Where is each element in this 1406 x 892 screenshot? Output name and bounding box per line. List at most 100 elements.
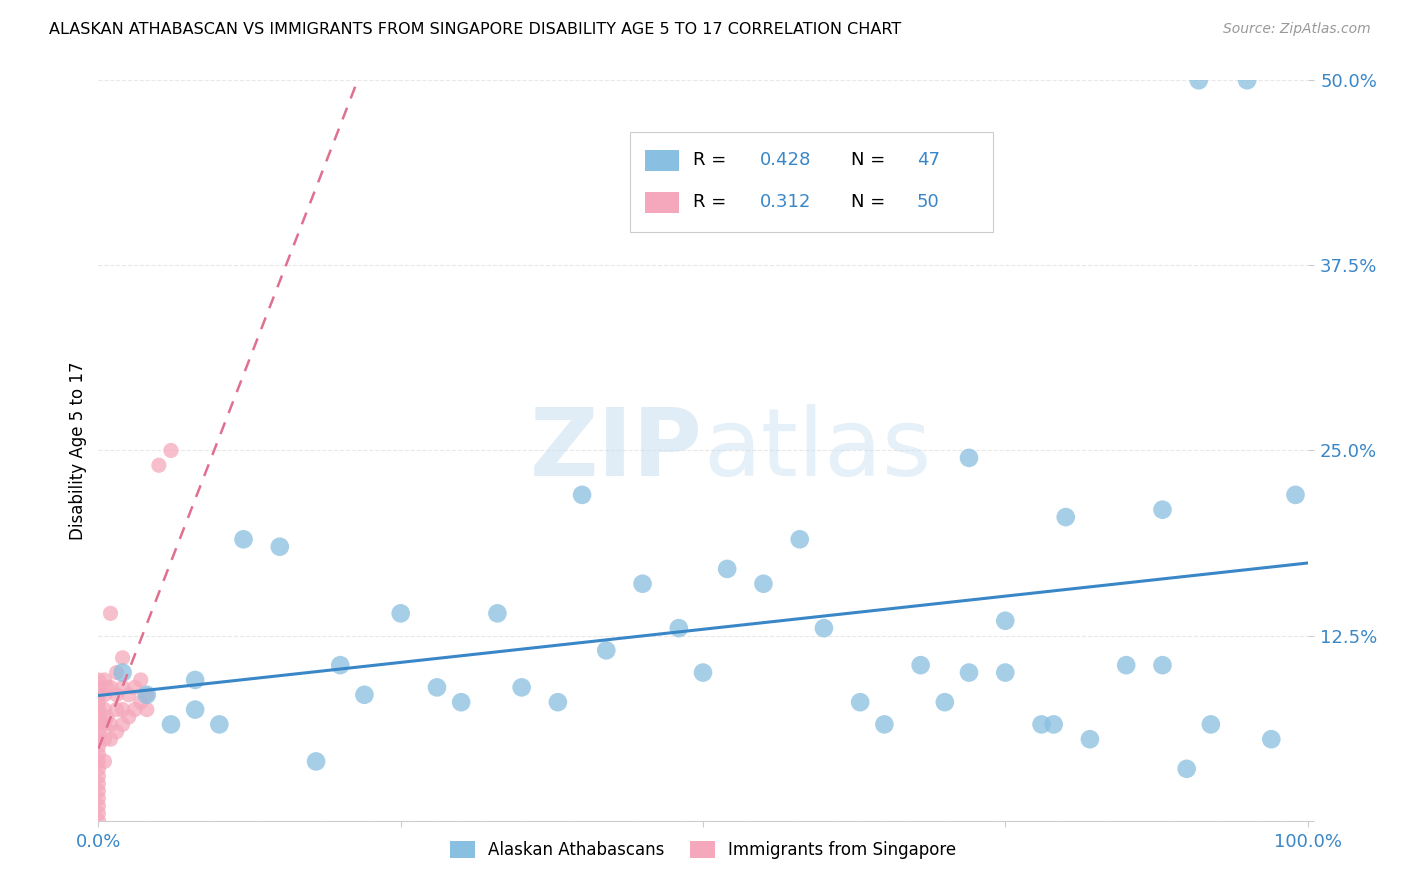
Point bbox=[184, 673, 207, 687]
Point bbox=[1078, 732, 1101, 747]
Point bbox=[105, 703, 128, 717]
Point bbox=[87, 681, 110, 695]
Text: N =: N = bbox=[851, 152, 890, 169]
Point bbox=[111, 665, 134, 680]
Point bbox=[1236, 73, 1258, 87]
Text: 47: 47 bbox=[917, 152, 941, 169]
Bar bbox=[645, 192, 679, 213]
Point bbox=[232, 533, 254, 547]
Point bbox=[87, 703, 110, 717]
Point bbox=[1115, 658, 1137, 673]
Point bbox=[87, 814, 110, 828]
Point bbox=[389, 607, 412, 621]
Point bbox=[160, 443, 183, 458]
Point bbox=[450, 695, 472, 709]
Point bbox=[93, 673, 115, 687]
Point bbox=[135, 688, 157, 702]
Point bbox=[305, 755, 328, 769]
Bar bbox=[645, 150, 679, 170]
Point bbox=[752, 576, 775, 591]
Point bbox=[1188, 73, 1211, 87]
Point bbox=[111, 681, 134, 695]
Point bbox=[1054, 510, 1077, 524]
Point bbox=[124, 681, 146, 695]
Point bbox=[135, 703, 157, 717]
Text: R =: R = bbox=[693, 152, 733, 169]
Point bbox=[93, 732, 115, 747]
Point bbox=[87, 673, 110, 687]
Point bbox=[118, 710, 141, 724]
Point bbox=[910, 658, 932, 673]
Point bbox=[148, 458, 170, 473]
Point bbox=[631, 576, 654, 591]
Point bbox=[111, 703, 134, 717]
Point bbox=[129, 695, 152, 709]
Point bbox=[957, 665, 980, 680]
Point bbox=[87, 762, 110, 776]
Point bbox=[87, 732, 110, 747]
Point bbox=[208, 717, 231, 731]
Point bbox=[96, 681, 118, 695]
Point bbox=[100, 717, 122, 731]
Point bbox=[135, 688, 157, 702]
Point bbox=[87, 776, 110, 791]
Point bbox=[96, 710, 118, 724]
Point bbox=[184, 703, 207, 717]
Point bbox=[849, 695, 872, 709]
Point bbox=[426, 681, 449, 695]
Text: atlas: atlas bbox=[703, 404, 931, 497]
FancyBboxPatch shape bbox=[630, 132, 993, 232]
Point bbox=[1152, 658, 1174, 673]
Point bbox=[1199, 717, 1222, 731]
Point bbox=[571, 488, 593, 502]
Point bbox=[87, 695, 110, 709]
Point bbox=[129, 673, 152, 687]
Text: 0.312: 0.312 bbox=[759, 194, 811, 211]
Point bbox=[111, 650, 134, 665]
Point bbox=[87, 724, 110, 739]
Point bbox=[111, 717, 134, 731]
Point bbox=[93, 688, 115, 702]
Text: N =: N = bbox=[851, 194, 890, 211]
Point bbox=[100, 607, 122, 621]
Point bbox=[160, 717, 183, 731]
Point bbox=[87, 791, 110, 805]
Point bbox=[1284, 488, 1306, 502]
Point bbox=[329, 658, 352, 673]
Point bbox=[994, 665, 1017, 680]
Point bbox=[353, 688, 375, 702]
Point bbox=[105, 688, 128, 702]
Text: Source: ZipAtlas.com: Source: ZipAtlas.com bbox=[1223, 22, 1371, 37]
Point bbox=[873, 717, 896, 731]
Point bbox=[93, 717, 115, 731]
Point bbox=[1031, 717, 1053, 731]
Point bbox=[957, 450, 980, 465]
Legend: Alaskan Athabascans, Immigrants from Singapore: Alaskan Athabascans, Immigrants from Sin… bbox=[443, 834, 963, 865]
Point bbox=[100, 732, 122, 747]
Point bbox=[692, 665, 714, 680]
Point bbox=[105, 665, 128, 680]
Point bbox=[87, 755, 110, 769]
Point bbox=[1260, 732, 1282, 747]
Point bbox=[934, 695, 956, 709]
Point bbox=[87, 717, 110, 731]
Point bbox=[87, 710, 110, 724]
Text: 0.428: 0.428 bbox=[759, 152, 811, 169]
Point bbox=[547, 695, 569, 709]
Text: ZIP: ZIP bbox=[530, 404, 703, 497]
Text: R =: R = bbox=[693, 194, 738, 211]
Text: 50: 50 bbox=[917, 194, 939, 211]
Point bbox=[100, 681, 122, 695]
Point bbox=[486, 607, 509, 621]
Point bbox=[93, 703, 115, 717]
Y-axis label: Disability Age 5 to 17: Disability Age 5 to 17 bbox=[69, 361, 87, 540]
Point bbox=[87, 747, 110, 761]
Point bbox=[87, 784, 110, 798]
Point bbox=[716, 562, 738, 576]
Point bbox=[595, 643, 617, 657]
Text: ALASKAN ATHABASCAN VS IMMIGRANTS FROM SINGAPORE DISABILITY AGE 5 TO 17 CORRELATI: ALASKAN ATHABASCAN VS IMMIGRANTS FROM SI… bbox=[49, 22, 901, 37]
Point bbox=[105, 724, 128, 739]
Point bbox=[1175, 762, 1198, 776]
Point bbox=[668, 621, 690, 635]
Point bbox=[93, 755, 115, 769]
